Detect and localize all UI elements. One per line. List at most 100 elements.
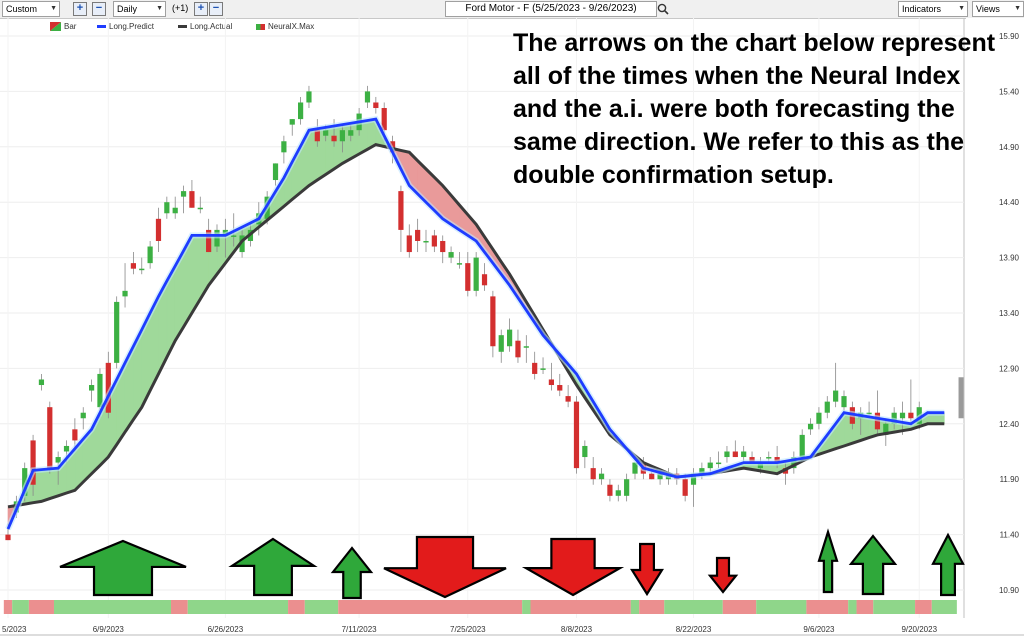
- interval-select[interactable]: Daily ▼: [113, 1, 166, 17]
- candle-body: [415, 229, 421, 241]
- candle-body: [122, 290, 128, 297]
- chart-grid: [0, 18, 1024, 636]
- neuralx-segment: [722, 600, 757, 614]
- x-tick-label: 5/2023: [2, 625, 27, 634]
- signal-arrows: [59, 528, 965, 600]
- legend-long-actual[interactable]: Long.Actual: [178, 22, 232, 31]
- symbol-field[interactable]: Ford Motor - F (5/25/2023 - 9/26/2023): [445, 1, 657, 17]
- symbol-field-value: Ford Motor - F (5/25/2023 - 9/26/2023): [465, 3, 637, 14]
- candle-body: [155, 218, 162, 241]
- price-chart[interactable]: 15.90 15.40 14.90 14.40 13.90 13.40 12.90 12.40…: [0, 18, 1024, 636]
- search-icon[interactable]: [657, 3, 669, 15]
- candle-body: [507, 329, 513, 347]
- interval-select-value: Daily: [117, 4, 138, 14]
- legend-bar-label: Bar: [64, 22, 77, 31]
- candle-body: [272, 163, 279, 181]
- chevron-down-icon: ▼: [958, 5, 965, 12]
- candle-body: [866, 412, 872, 415]
- long-actual-line: [7, 143, 945, 509]
- neuralx-segment: [806, 600, 849, 614]
- y-tick-label: 12.40: [999, 420, 1020, 429]
- candle-body: [732, 451, 738, 458]
- neuralx-segment: [639, 600, 665, 614]
- legend-long-predict[interactable]: Long.Predict: [97, 22, 154, 31]
- candle-body: [624, 479, 630, 496]
- candle-body: [289, 119, 295, 125]
- y-tick-label: 13.90: [999, 254, 1020, 263]
- neuralx-segment: [288, 600, 305, 614]
- last-bar: [958, 377, 964, 419]
- candle-body: [197, 207, 203, 210]
- indicators-button-label: Indicators: [902, 4, 942, 14]
- zoom-in-button[interactable]: +: [73, 2, 87, 16]
- candle-body: [38, 379, 45, 386]
- y-axis: 15.90 15.40 14.90 14.40 13.90 13.40 12.90 12.40…: [999, 32, 1020, 595]
- views-button[interactable]: Views ▼: [972, 1, 1024, 17]
- neuralx-strip: [3, 600, 957, 614]
- offset-label: (+1): [172, 3, 189, 13]
- candle-body: [80, 412, 86, 419]
- candle-body: [824, 401, 830, 413]
- long-predict-line: [6, 117, 945, 530]
- arrow-down-icon: [707, 556, 739, 594]
- legend-neuralx-label: NeuralX.Max: [268, 22, 315, 31]
- forecast-lines: [5, 115, 945, 531]
- arrow-down-icon: [383, 535, 507, 599]
- legend-long-predict-label: Long.Predict: [109, 22, 154, 31]
- candle-body: [180, 191, 187, 197]
- candle-body: [690, 473, 697, 485]
- x-tick-label: 8/8/2023: [561, 625, 593, 634]
- neuralx-segment: [756, 600, 807, 614]
- legend-neuralx[interactable]: NeuralX.Max: [256, 22, 314, 31]
- neuralx-segment: [530, 600, 631, 614]
- candle-body: [515, 340, 521, 358]
- candle-body: [72, 429, 78, 441]
- candle-body: [22, 468, 28, 496]
- offset-minus-button[interactable]: −: [209, 2, 223, 16]
- arrow-down-icon: [630, 542, 664, 597]
- arrow-up-icon: [817, 528, 839, 594]
- y-tick-label: 13.40: [999, 309, 1020, 318]
- candle-body: [582, 445, 588, 458]
- candle-body: [548, 379, 554, 386]
- x-tick-label: 9/6/2023: [803, 625, 835, 634]
- neuralx-segment: [12, 600, 29, 614]
- neuralx-segment: [856, 600, 874, 614]
- candle-body: [841, 396, 847, 408]
- candle-body: [724, 451, 730, 458]
- neuralx-segment: [630, 600, 640, 614]
- arrow-up-icon: [228, 537, 318, 597]
- candle-body: [456, 263, 463, 265]
- candle-body: [565, 396, 571, 402]
- candle-body: [381, 108, 387, 131]
- range-select[interactable]: Custom ▼: [2, 1, 60, 17]
- candle-body: [657, 473, 663, 480]
- candle-body: [5, 534, 11, 541]
- candle-body: [139, 268, 145, 271]
- offset-plus-button[interactable]: +: [194, 2, 208, 16]
- candle-body: [440, 240, 446, 253]
- candle-body: [323, 130, 329, 136]
- y-tick-label: 11.90: [1000, 475, 1020, 484]
- candle-body: [105, 362, 111, 413]
- indicators-button[interactable]: Indicators ▼: [898, 1, 968, 17]
- neuralx-swatch: [256, 23, 265, 30]
- candle-body: [63, 445, 70, 452]
- candle-body: [473, 257, 479, 291]
- candle-body: [807, 423, 814, 430]
- legend-bar[interactable]: Bar: [50, 22, 77, 32]
- neuralx-segment: [28, 600, 54, 614]
- candle-body: [30, 440, 36, 485]
- zoom-out-button[interactable]: −: [92, 2, 106, 16]
- candle-body: [97, 373, 103, 408]
- chevron-down-icon: ▼: [156, 5, 163, 12]
- candle-body: [298, 102, 304, 120]
- candle-body: [883, 423, 889, 435]
- y-tick-label: 10.90: [999, 586, 1020, 595]
- candle-body: [331, 135, 337, 142]
- candle-body: [615, 490, 621, 496]
- arrow-up-icon: [330, 546, 374, 600]
- neuralx-segment: [53, 600, 172, 614]
- price-axis-panel: [966, 18, 1024, 636]
- candle-body: [448, 252, 454, 258]
